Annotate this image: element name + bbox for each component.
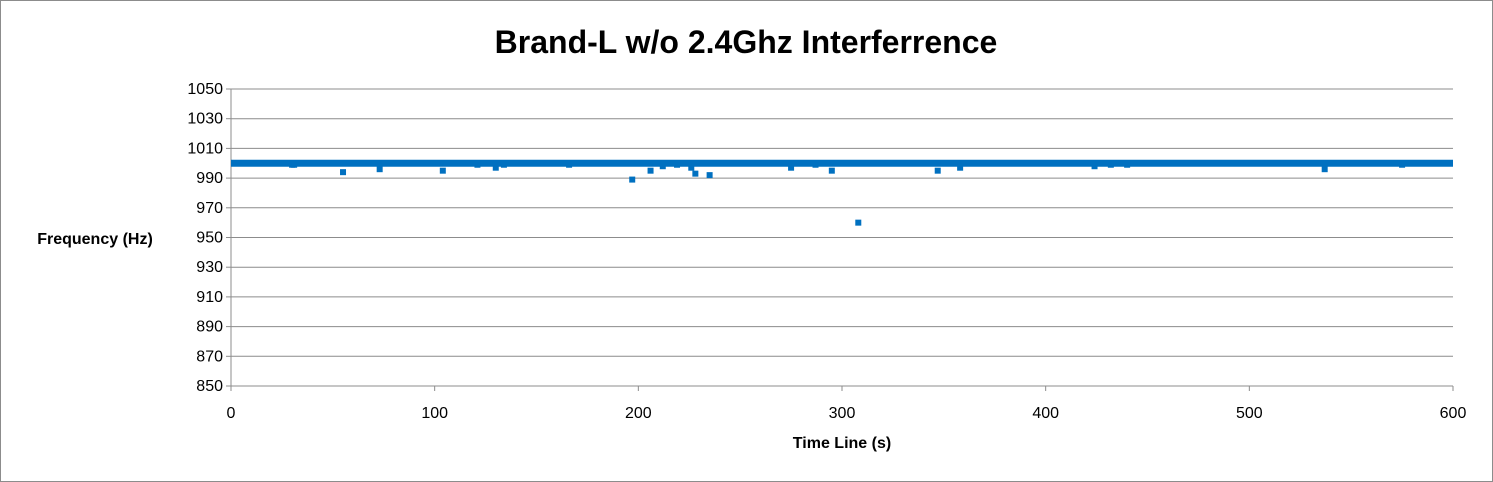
x-tick-label: 100 — [421, 405, 448, 422]
data-point — [957, 164, 964, 171]
y-axis-title: Frequency (Hz) — [37, 231, 153, 248]
data-point — [629, 176, 636, 183]
y-tick-label: 890 — [196, 319, 223, 336]
y-tick-label: 1010 — [187, 140, 223, 157]
data-point — [647, 167, 654, 174]
x-tick-labels: 0 100 200 300 400 500 600 — [227, 405, 1467, 422]
data-point — [1124, 161, 1131, 168]
data-point — [828, 167, 835, 174]
y-tick-label: 850 — [196, 378, 223, 395]
data-point — [692, 170, 699, 177]
y-tick-label: 1030 — [187, 111, 223, 128]
data-point — [566, 161, 573, 168]
data-point — [688, 164, 695, 171]
y-tick-label: 930 — [196, 259, 223, 276]
data-point — [340, 169, 347, 176]
data-point — [659, 163, 666, 170]
data-point — [1107, 161, 1114, 168]
x-tick-label: 500 — [1236, 405, 1263, 422]
x-tick-label: 400 — [1032, 405, 1059, 422]
data-point — [376, 166, 383, 173]
data-point — [439, 167, 446, 174]
data-point — [500, 161, 507, 168]
data-point — [674, 161, 681, 168]
data-series — [231, 159, 1453, 226]
y-tick-label: 970 — [196, 200, 223, 217]
data-point — [812, 161, 819, 168]
y-tick-label: 870 — [196, 348, 223, 365]
x-axis-title: Time Line (s) — [793, 435, 891, 452]
data-point — [855, 219, 862, 226]
data-point — [492, 164, 499, 171]
y-tick-label: 910 — [196, 289, 223, 306]
y-tick-label: 1050 — [187, 81, 223, 98]
axes — [226, 88, 1454, 391]
data-point — [474, 161, 481, 168]
y-tick-labels: 850 870 890 910 930 950 970 990 1010 1030 1050 — [187, 81, 223, 395]
data-point — [934, 167, 941, 174]
x-tick-label: 200 — [625, 405, 652, 422]
chart-title: Brand-L w/o 2.4Ghz Interferrence — [495, 24, 998, 60]
data-point — [1321, 166, 1328, 173]
y-tick-label: 950 — [196, 230, 223, 247]
x-tick-label: 300 — [829, 405, 856, 422]
data-point — [706, 172, 713, 179]
data-point — [291, 161, 298, 168]
x-tick-label: 0 — [227, 405, 236, 422]
gridlines — [231, 88, 1453, 357]
data-point — [1399, 161, 1406, 168]
data-point — [788, 164, 795, 171]
data-point — [1091, 163, 1098, 170]
y-tick-label: 990 — [196, 170, 223, 187]
x-tick-label: 600 — [1440, 405, 1467, 422]
